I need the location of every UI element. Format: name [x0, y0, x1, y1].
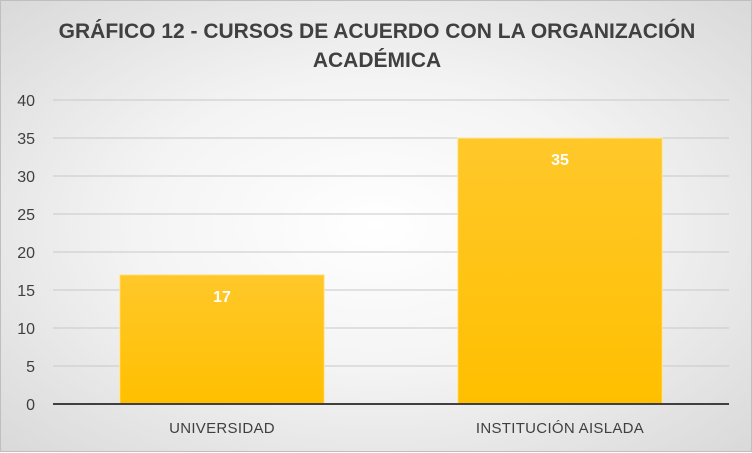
y-tick-label-35: 35	[17, 131, 35, 148]
chart-title: GRÁFICO 12 - CURSOS DE ACUERDO CON LA OR…	[1, 17, 752, 75]
y-tick-label-25: 25	[17, 207, 35, 224]
y-tick-label-10: 10	[17, 321, 35, 338]
chart-title-line-2: ACADÉMICA	[312, 49, 442, 72]
y-tick-label-5: 5	[26, 359, 35, 376]
y-tick-label-40: 40	[17, 93, 35, 110]
bar-2	[457, 137, 663, 405]
y-tick-label-20: 20	[17, 245, 35, 262]
data-label-1: 17	[213, 289, 231, 306]
y-tick-label-15: 15	[17, 283, 35, 300]
bars	[119, 137, 663, 405]
data-label-2: 35	[551, 152, 569, 169]
y-tick-label-0: 0	[26, 397, 35, 414]
labels: 0 5 10 15 20 25 30 35 40 17 UNIVERSIDAD 35 INSTITUCI…	[17, 93, 644, 437]
y-tick-label-30: 30	[17, 169, 35, 186]
category-label-2: INSTITUCIÓN AISLADA	[476, 420, 644, 437]
bar-1	[119, 274, 325, 405]
category-label-1: UNIVERSIDAD	[169, 420, 275, 437]
chart-title-line-1: GRÁFICO 12 - CURSOS DE ACUERDO CON LA OR…	[58, 20, 696, 43]
